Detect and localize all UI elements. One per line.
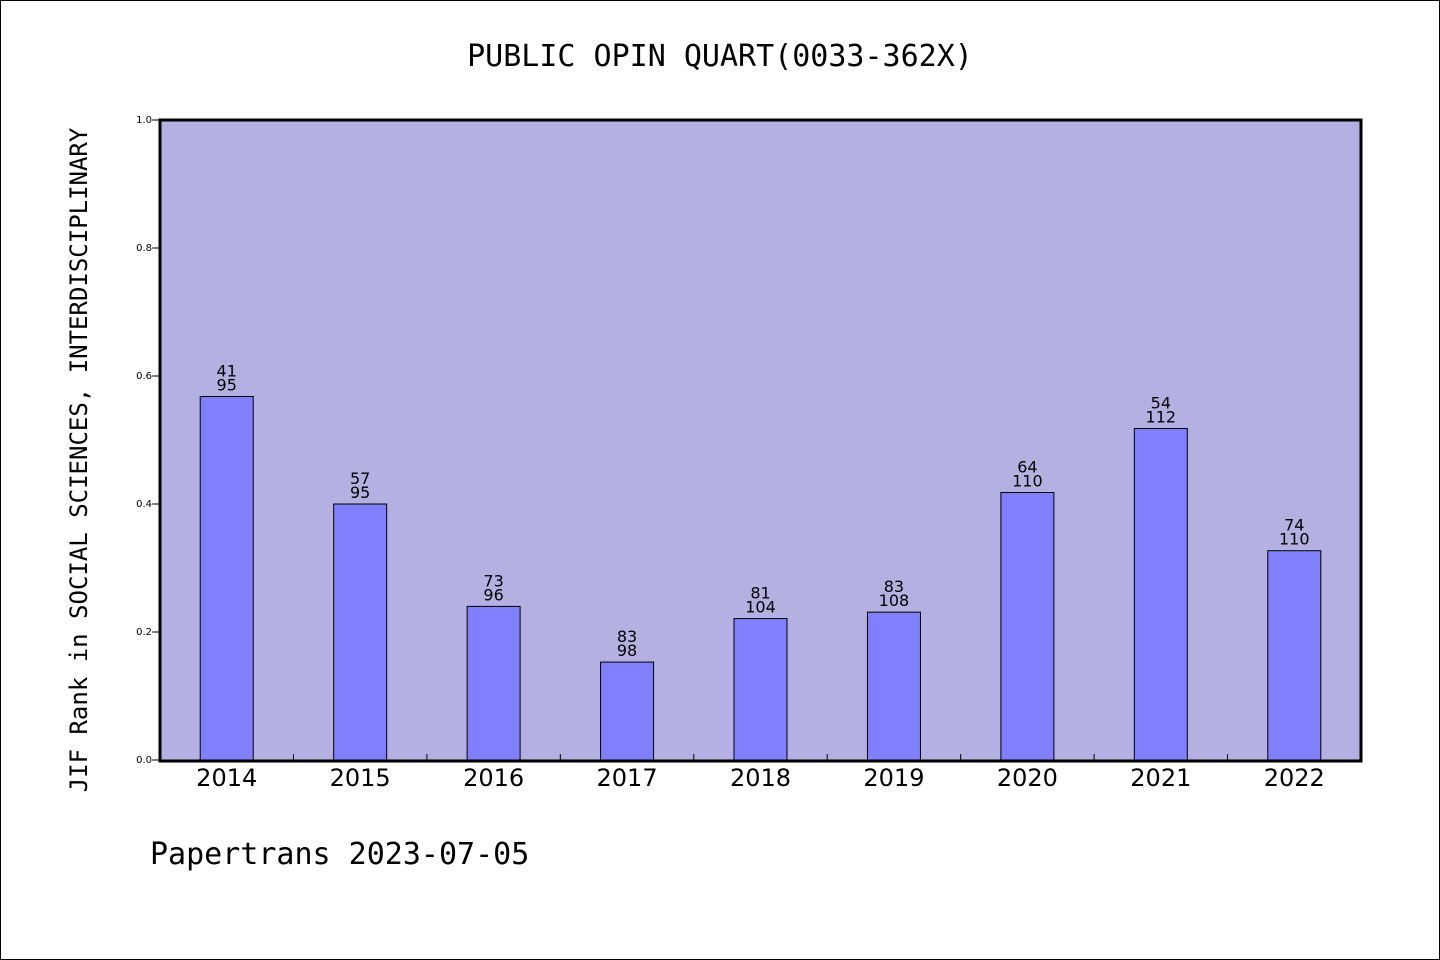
rank-label: 73 [483, 571, 503, 590]
x-tick-label: 2017 [597, 764, 658, 792]
bar-2021 [1133, 427, 1188, 761]
y-tick-label: 0.8 [136, 243, 152, 254]
rank-label: 83 [884, 577, 904, 596]
rank-label: 41 [217, 361, 237, 380]
total-label: 95 [217, 375, 237, 394]
total-label: 110 [1012, 471, 1043, 490]
y-axis: 0.0 0.2 0.4 0.6 0.8 1.0 [136, 115, 160, 766]
rank-label: 74 [1284, 516, 1304, 535]
footer-text: Papertrans 2023-07-05 [150, 837, 529, 872]
y-tick-label: 1.0 [136, 115, 152, 126]
rank-label: 54 [1151, 393, 1171, 412]
data-labels: 4195579573968398811048310864110541127411… [217, 361, 1310, 660]
bar-2016 [466, 605, 521, 761]
total-label: 110 [1279, 530, 1310, 549]
plot-border [158, 118, 1363, 763]
total-label: 108 [879, 591, 910, 610]
y-tick-label: 0.6 [136, 371, 152, 382]
y-axis-label: JIF Rank in SOCIAL SCIENCES, INTERDISCIP… [65, 127, 93, 792]
bar-2015 [333, 503, 388, 761]
x-tick-label: 2019 [863, 764, 924, 792]
x-axis: 2014 2015 2016 2017 2018 2019 2020 2021 2022 [196, 754, 1325, 792]
x-tick-label: 2021 [1130, 764, 1191, 792]
y-tick-label: 0.4 [136, 499, 152, 510]
bar-2014 [199, 395, 254, 761]
bar-2018 [733, 618, 788, 761]
rank-label: 57 [350, 469, 370, 488]
total-label: 96 [483, 585, 503, 604]
rank-label: 81 [750, 584, 770, 603]
total-label: 95 [350, 483, 370, 502]
total-label: 98 [617, 641, 637, 660]
bar-2017 [600, 661, 655, 761]
total-label: 112 [1146, 407, 1177, 426]
total-label: 104 [745, 598, 776, 617]
x-tick-label: 2014 [196, 764, 257, 792]
bars [199, 395, 1322, 761]
bar-2019 [866, 611, 921, 761]
bar-2020 [1000, 491, 1055, 761]
chart-title: PUBLIC OPIN QUART(0033-362X) [467, 39, 973, 74]
x-tick-label: 2016 [463, 764, 524, 792]
x-tick-label: 2022 [1264, 764, 1325, 792]
x-tick-label: 2018 [730, 764, 791, 792]
x-tick-label: 2015 [330, 764, 391, 792]
bar-2022 [1267, 550, 1322, 761]
x-tick-label: 2020 [997, 764, 1058, 792]
y-tick-label: 0.0 [136, 755, 152, 766]
rank-label: 64 [1017, 457, 1037, 476]
rank-label: 83 [617, 627, 637, 646]
y-tick-label: 0.2 [136, 627, 152, 638]
